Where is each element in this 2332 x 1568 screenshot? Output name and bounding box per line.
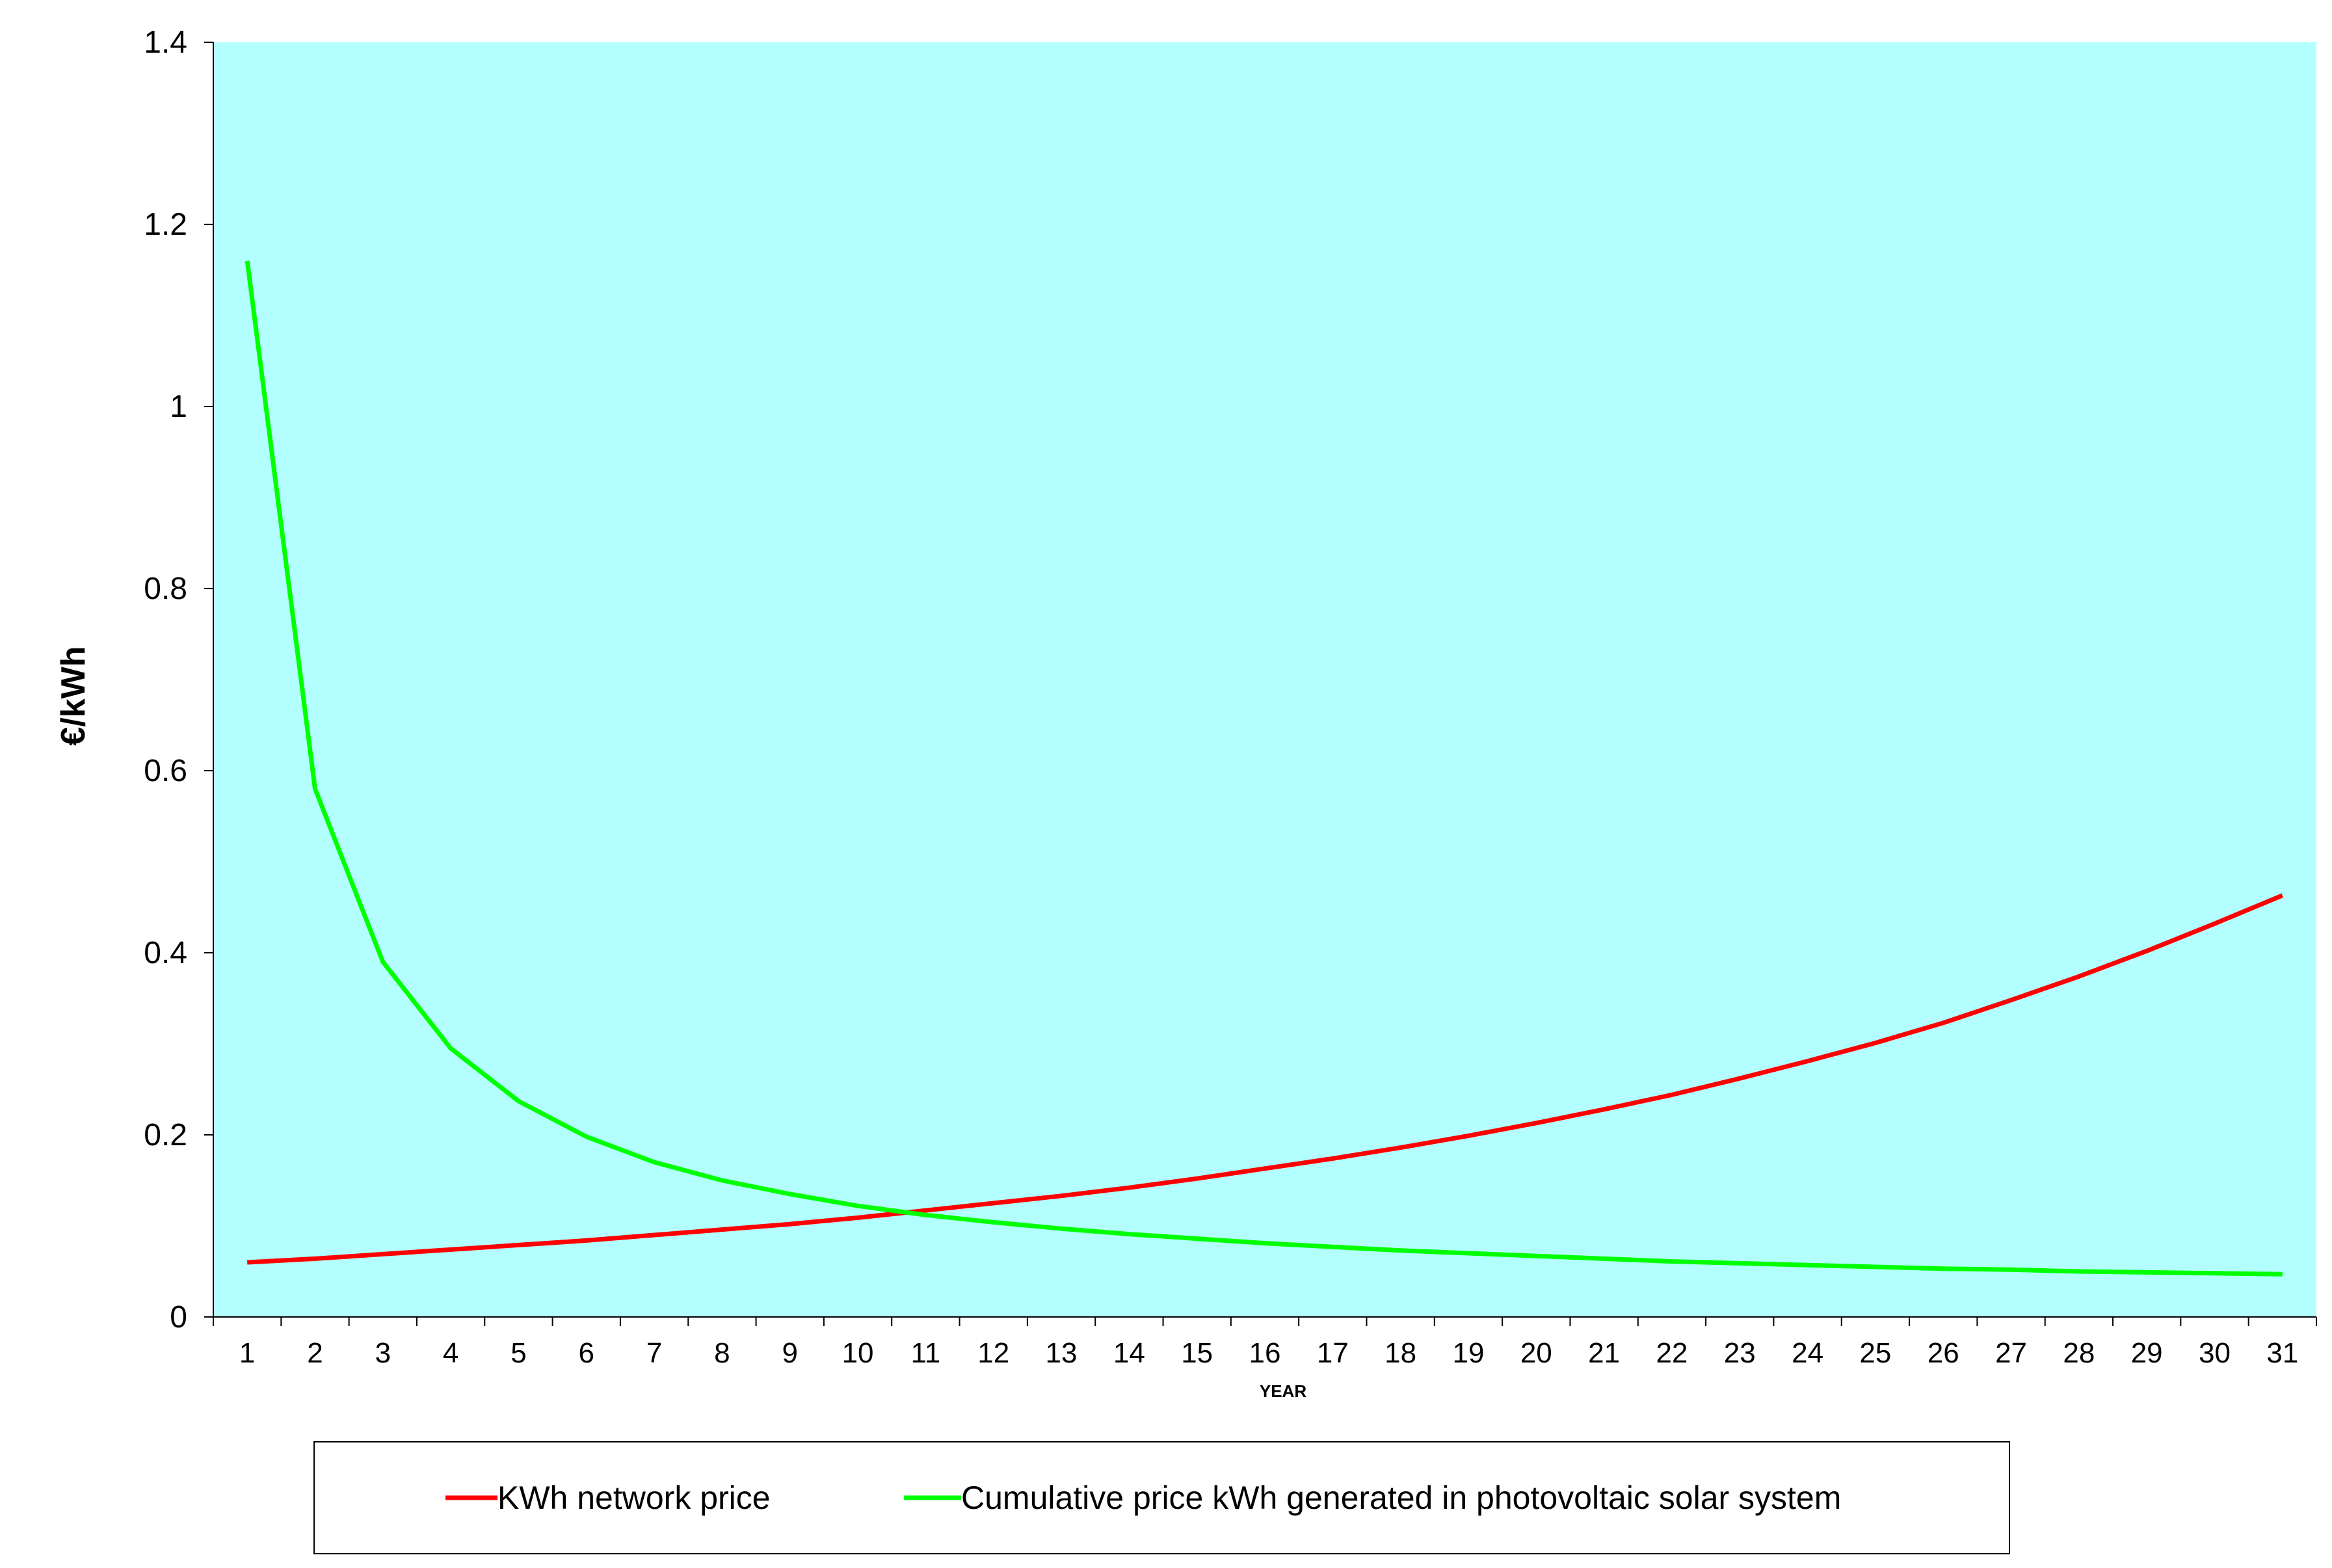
x-tick-label: 6 — [579, 1337, 594, 1369]
x-tick-label: 24 — [1792, 1337, 1823, 1369]
x-tick-label: 10 — [842, 1337, 874, 1369]
x-tick-label: 28 — [2063, 1337, 2095, 1369]
x-tick-label: 16 — [1249, 1337, 1281, 1369]
y-tick-label: 0.8 — [144, 572, 187, 606]
x-tick-label: 25 — [1859, 1337, 1891, 1369]
x-tick-label: 26 — [1928, 1337, 1959, 1369]
x-axis: 1 2 3 4 5 6 7 8 9 10 11 12 13 14 15 16 17 18 19 20 21 22 23 24 2… — [213, 1316, 2317, 1369]
series-line-2 — [245, 260, 2283, 1277]
x-tick-label: 22 — [1656, 1337, 1688, 1369]
x-tick-label: 23 — [1724, 1337, 1756, 1369]
legend-label-1: KWh network price — [497, 1480, 771, 1516]
x-tick-label: 4 — [443, 1337, 458, 1369]
y-tick-label: 0.2 — [144, 1118, 187, 1152]
x-tick-label: 12 — [977, 1337, 1009, 1369]
x-tick-label: 19 — [1452, 1337, 1484, 1369]
x-tick-label: 17 — [1317, 1337, 1349, 1369]
x-tick-label: 29 — [2131, 1337, 2163, 1369]
y-tick-label: 0.4 — [144, 936, 187, 970]
x-tick-label: 15 — [1181, 1337, 1213, 1369]
x-tick-label: 14 — [1113, 1337, 1145, 1369]
x-tick-label: 7 — [646, 1337, 662, 1369]
x-tick-label: 20 — [1520, 1337, 1552, 1369]
y-tick-label: 0 — [170, 1300, 187, 1335]
plot-area — [213, 42, 2316, 1317]
x-tick-label: 30 — [2199, 1337, 2231, 1369]
x-tick-label: 21 — [1588, 1337, 1620, 1369]
x-tick-label: 9 — [782, 1337, 797, 1369]
y-tick-label: 1.2 — [144, 207, 187, 242]
y-axis-title: €/kWh — [55, 646, 92, 745]
x-tick-label: 5 — [510, 1337, 526, 1369]
x-tick-label: 27 — [1995, 1337, 2027, 1369]
legend-box — [313, 1441, 2010, 1554]
x-tick-label: 3 — [375, 1337, 391, 1369]
legend-label-2: Cumulative price kWh generated in photov… — [961, 1480, 1841, 1516]
x-tick-label: 8 — [714, 1337, 730, 1369]
x-axis-title: YEAR — [1260, 1381, 1306, 1401]
y-tick-label: 1.4 — [144, 25, 187, 60]
series-lines — [245, 260, 2284, 1277]
series-line-1 — [247, 893, 2284, 1265]
legend: KWh network price Cumulative price kWh ge… — [313, 1441, 2010, 1554]
x-tick-label: 13 — [1046, 1337, 1078, 1369]
y-tick-label: 0.6 — [144, 754, 187, 788]
x-tick-label: 2 — [307, 1337, 323, 1369]
x-tick-label: 31 — [2266, 1337, 2298, 1369]
x-tick-label: 1 — [239, 1337, 255, 1369]
y-tick-label: 1 — [170, 390, 187, 424]
x-tick-label: 11 — [911, 1337, 941, 1369]
y-axis: 0 0.2 0.4 0.6 0.8 1 1.2 1.4 — [144, 25, 214, 1335]
x-tick-label: 18 — [1385, 1337, 1416, 1369]
